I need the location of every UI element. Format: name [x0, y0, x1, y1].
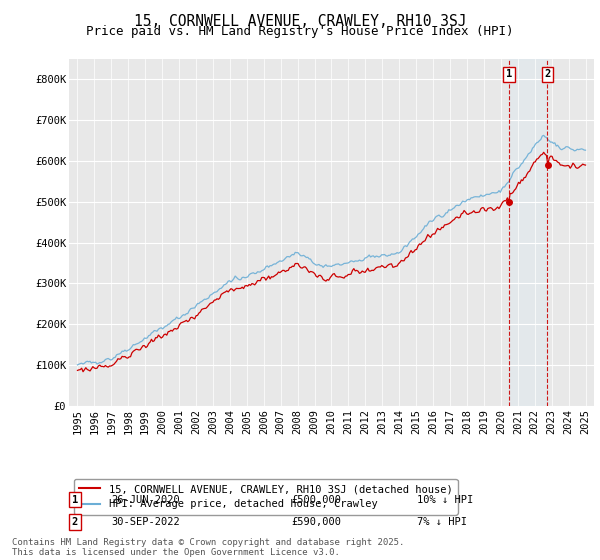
Text: 30-SEP-2022: 30-SEP-2022: [111, 517, 180, 527]
Legend: 15, CORNWELL AVENUE, CRAWLEY, RH10 3SJ (detached house), HPI: Average price, det: 15, CORNWELL AVENUE, CRAWLEY, RH10 3SJ (…: [74, 479, 458, 515]
Text: 26-JUN-2020: 26-JUN-2020: [111, 494, 180, 505]
Text: £590,000: £590,000: [291, 517, 341, 527]
Text: 2: 2: [72, 517, 78, 527]
Text: 2: 2: [544, 69, 551, 79]
Text: Price paid vs. HM Land Registry's House Price Index (HPI): Price paid vs. HM Land Registry's House …: [86, 25, 514, 38]
Text: 1: 1: [506, 69, 512, 79]
Text: Contains HM Land Registry data © Crown copyright and database right 2025.
This d: Contains HM Land Registry data © Crown c…: [12, 538, 404, 557]
Text: 15, CORNWELL AVENUE, CRAWLEY, RH10 3SJ: 15, CORNWELL AVENUE, CRAWLEY, RH10 3SJ: [134, 14, 466, 29]
Text: 10% ↓ HPI: 10% ↓ HPI: [417, 494, 473, 505]
Text: 7% ↓ HPI: 7% ↓ HPI: [417, 517, 467, 527]
Text: 1: 1: [72, 494, 78, 505]
Bar: [509, 59, 547, 406]
Text: £500,000: £500,000: [291, 494, 341, 505]
